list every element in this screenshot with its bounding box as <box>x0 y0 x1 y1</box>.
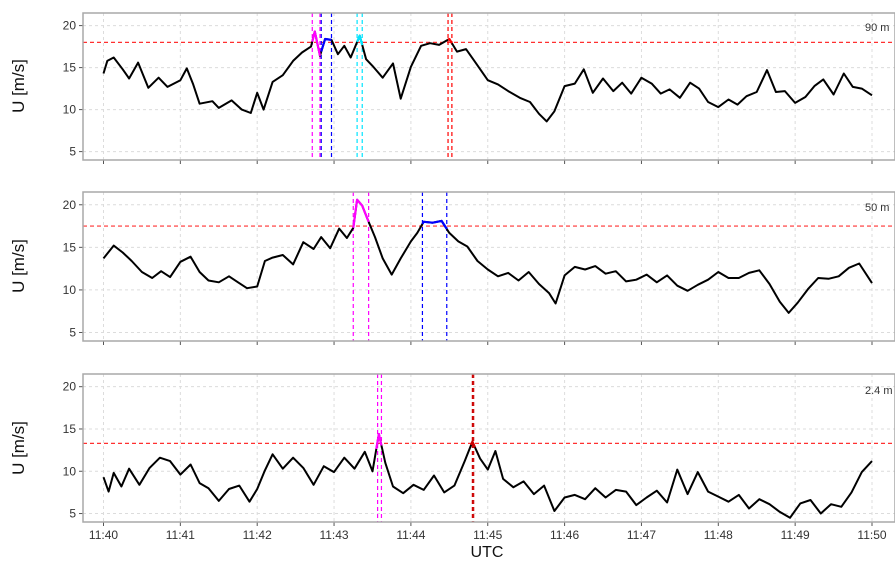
x-axis-label: UTC <box>471 544 504 561</box>
panels-layer: 5 10 15 20 90 m U [m/s] 5 10 15 20 50 m U [m/s] 5 10 1… <box>9 12 895 542</box>
y-tick-label: 20 <box>63 19 77 33</box>
x-tick-label: 11:44 <box>396 528 425 542</box>
x-tick-label: 11:50 <box>857 528 886 542</box>
y-tick-label: 5 <box>69 507 76 521</box>
y-tick-label: 20 <box>63 380 77 394</box>
y-tick-label: 5 <box>69 145 76 159</box>
highlight-segment <box>421 219 448 230</box>
x-tick-label: 11:41 <box>166 528 195 542</box>
panel-frame <box>82 373 895 523</box>
wind-speed-line <box>102 30 873 123</box>
panel-2: 5 10 15 20 50 m U [m/s] <box>9 191 895 345</box>
x-tick-label: 11:47 <box>627 528 656 542</box>
y-axis-label: U [m/s] <box>9 421 28 475</box>
panel-background <box>83 192 895 341</box>
highlight-segment <box>311 30 322 57</box>
y-tick-label: 10 <box>63 283 77 297</box>
y-tick-label: 20 <box>63 198 77 212</box>
x-tick-label: 11:40 <box>89 528 118 542</box>
y-tick-label: 10 <box>63 464 77 478</box>
y-tick-label: 5 <box>69 325 76 339</box>
highlight-segment <box>320 37 332 52</box>
y-tick-label: 15 <box>63 422 77 436</box>
x-tick-label: 11:48 <box>704 528 733 542</box>
panel-height-label: 90 m <box>865 22 889 34</box>
panel-frame <box>82 12 895 161</box>
highlight-segment <box>447 37 453 44</box>
highlight-segment <box>356 34 364 46</box>
y-tick-label: 15 <box>63 61 77 75</box>
x-tick-label: 11:45 <box>473 528 502 542</box>
x-tick-label: 11:49 <box>781 528 810 542</box>
y-axis-label: U [m/s] <box>9 239 28 293</box>
y-axis-label: U [m/s] <box>9 59 28 113</box>
panel-height-label: 2.4 m <box>865 385 893 397</box>
highlight-segment <box>352 198 370 228</box>
panel-3: 5 10 15 20 2.4 m U [m/s] <box>9 373 895 526</box>
panel-frame <box>82 191 895 342</box>
y-tick-label: 10 <box>63 103 77 117</box>
wind-speed-line <box>102 198 873 314</box>
panel-background <box>83 374 895 522</box>
y-tick-label: 15 <box>63 240 77 254</box>
x-tick-label: 11:43 <box>319 528 348 542</box>
panel-1: 5 10 15 20 90 m U [m/s] <box>9 12 895 164</box>
x-tick-label: 11:46 <box>550 528 579 542</box>
highlight-segment <box>470 440 476 448</box>
x-tick-label: 11:42 <box>243 528 272 542</box>
highlight-segment <box>375 432 383 450</box>
panel-height-label: 50 m <box>865 202 889 214</box>
